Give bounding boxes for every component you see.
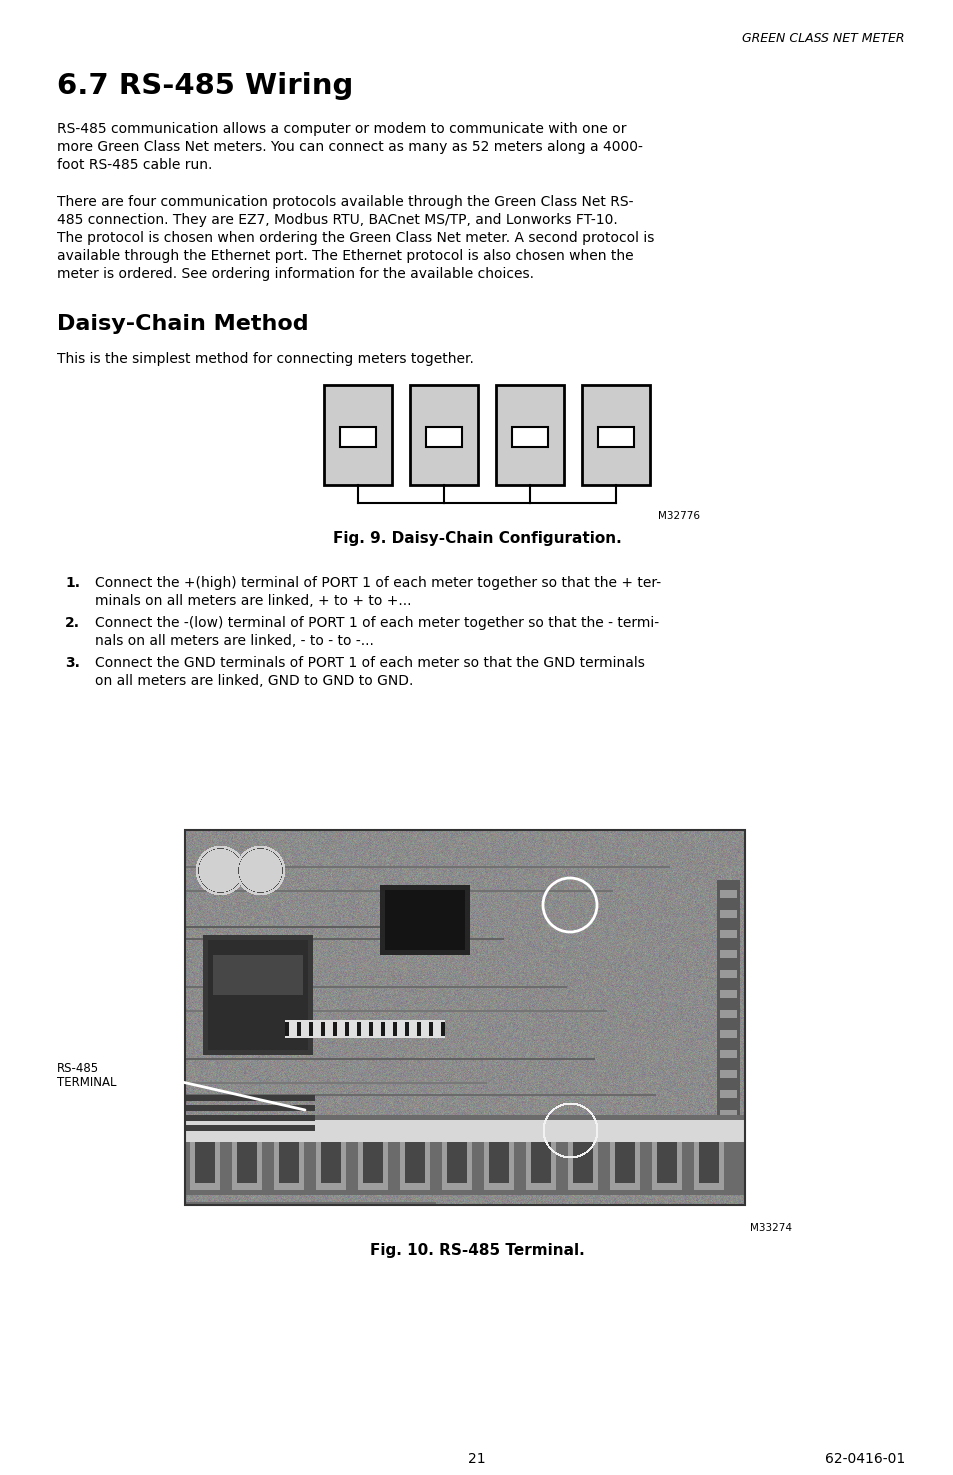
Bar	[512, 426, 547, 447]
Text: Daisy-Chain Method: Daisy-Chain Method	[57, 314, 309, 333]
Text: Connect the GND terminals of PORT 1 of each meter so that the GND terminals: Connect the GND terminals of PORT 1 of e…	[95, 656, 644, 670]
Text: Connect the -(low) terminal of PORT 1 of each meter together so that the - termi: Connect the -(low) terminal of PORT 1 of…	[95, 617, 659, 630]
Text: 1.: 1.	[65, 577, 80, 590]
Bar	[339, 426, 375, 447]
Text: nals on all meters are linked, - to - to -...: nals on all meters are linked, - to - to…	[95, 634, 374, 648]
Text: 21: 21	[468, 1451, 485, 1466]
Text: more Green Class Net meters. You can connect as many as 52 meters along a 4000-: more Green Class Net meters. You can con…	[57, 140, 642, 153]
Bar	[426, 426, 461, 447]
Text: on all meters are linked, GND to GND to GND.: on all meters are linked, GND to GND to …	[95, 674, 413, 687]
Text: RS-485: RS-485	[57, 1062, 99, 1075]
Text: 485 connection. They are EZ7, Modbus RTU, BACnet MS/TP, and Lonworks FT-10.: 485 connection. They are EZ7, Modbus RTU…	[57, 212, 618, 227]
Bar	[185, 830, 744, 1205]
Text: The protocol is chosen when ordering the Green Class Net meter. A second protoco: The protocol is chosen when ordering the…	[57, 232, 654, 245]
Bar	[410, 385, 477, 485]
Text: available through the Ethernet port. The Ethernet protocol is also chosen when t: available through the Ethernet port. The…	[57, 249, 633, 263]
Text: Fig. 10. RS-485 Terminal.: Fig. 10. RS-485 Terminal.	[369, 1243, 584, 1258]
Text: M33274: M33274	[749, 1223, 791, 1233]
Text: 3.: 3.	[65, 656, 80, 670]
Bar	[581, 385, 649, 485]
Bar	[324, 385, 392, 485]
Text: Fig. 9. Daisy-Chain Configuration.: Fig. 9. Daisy-Chain Configuration.	[333, 531, 620, 546]
Text: meter is ordered. See ordering information for the available choices.: meter is ordered. See ordering informati…	[57, 267, 534, 282]
Text: This is the simplest method for connecting meters together.: This is the simplest method for connecti…	[57, 353, 474, 366]
Text: There are four communication protocols available through the Green Class Net RS-: There are four communication protocols a…	[57, 195, 633, 209]
Text: GREEN CLASS NET METER: GREEN CLASS NET METER	[741, 32, 904, 46]
Text: M32776: M32776	[658, 510, 700, 521]
Text: 6.7 RS-485 Wiring: 6.7 RS-485 Wiring	[57, 72, 353, 100]
Bar	[496, 385, 563, 485]
Bar	[598, 426, 634, 447]
Text: Connect the +(high) terminal of PORT 1 of each meter together so that the + ter-: Connect the +(high) terminal of PORT 1 o…	[95, 577, 660, 590]
Text: minals on all meters are linked, + to + to +...: minals on all meters are linked, + to + …	[95, 594, 411, 608]
Text: foot RS-485 cable run.: foot RS-485 cable run.	[57, 158, 213, 173]
Text: RS-485 communication allows a computer or modem to communicate with one or: RS-485 communication allows a computer o…	[57, 122, 626, 136]
Text: 62-0416-01: 62-0416-01	[824, 1451, 904, 1466]
Text: 2.: 2.	[65, 617, 80, 630]
Text: TERMINAL: TERMINAL	[57, 1075, 116, 1089]
